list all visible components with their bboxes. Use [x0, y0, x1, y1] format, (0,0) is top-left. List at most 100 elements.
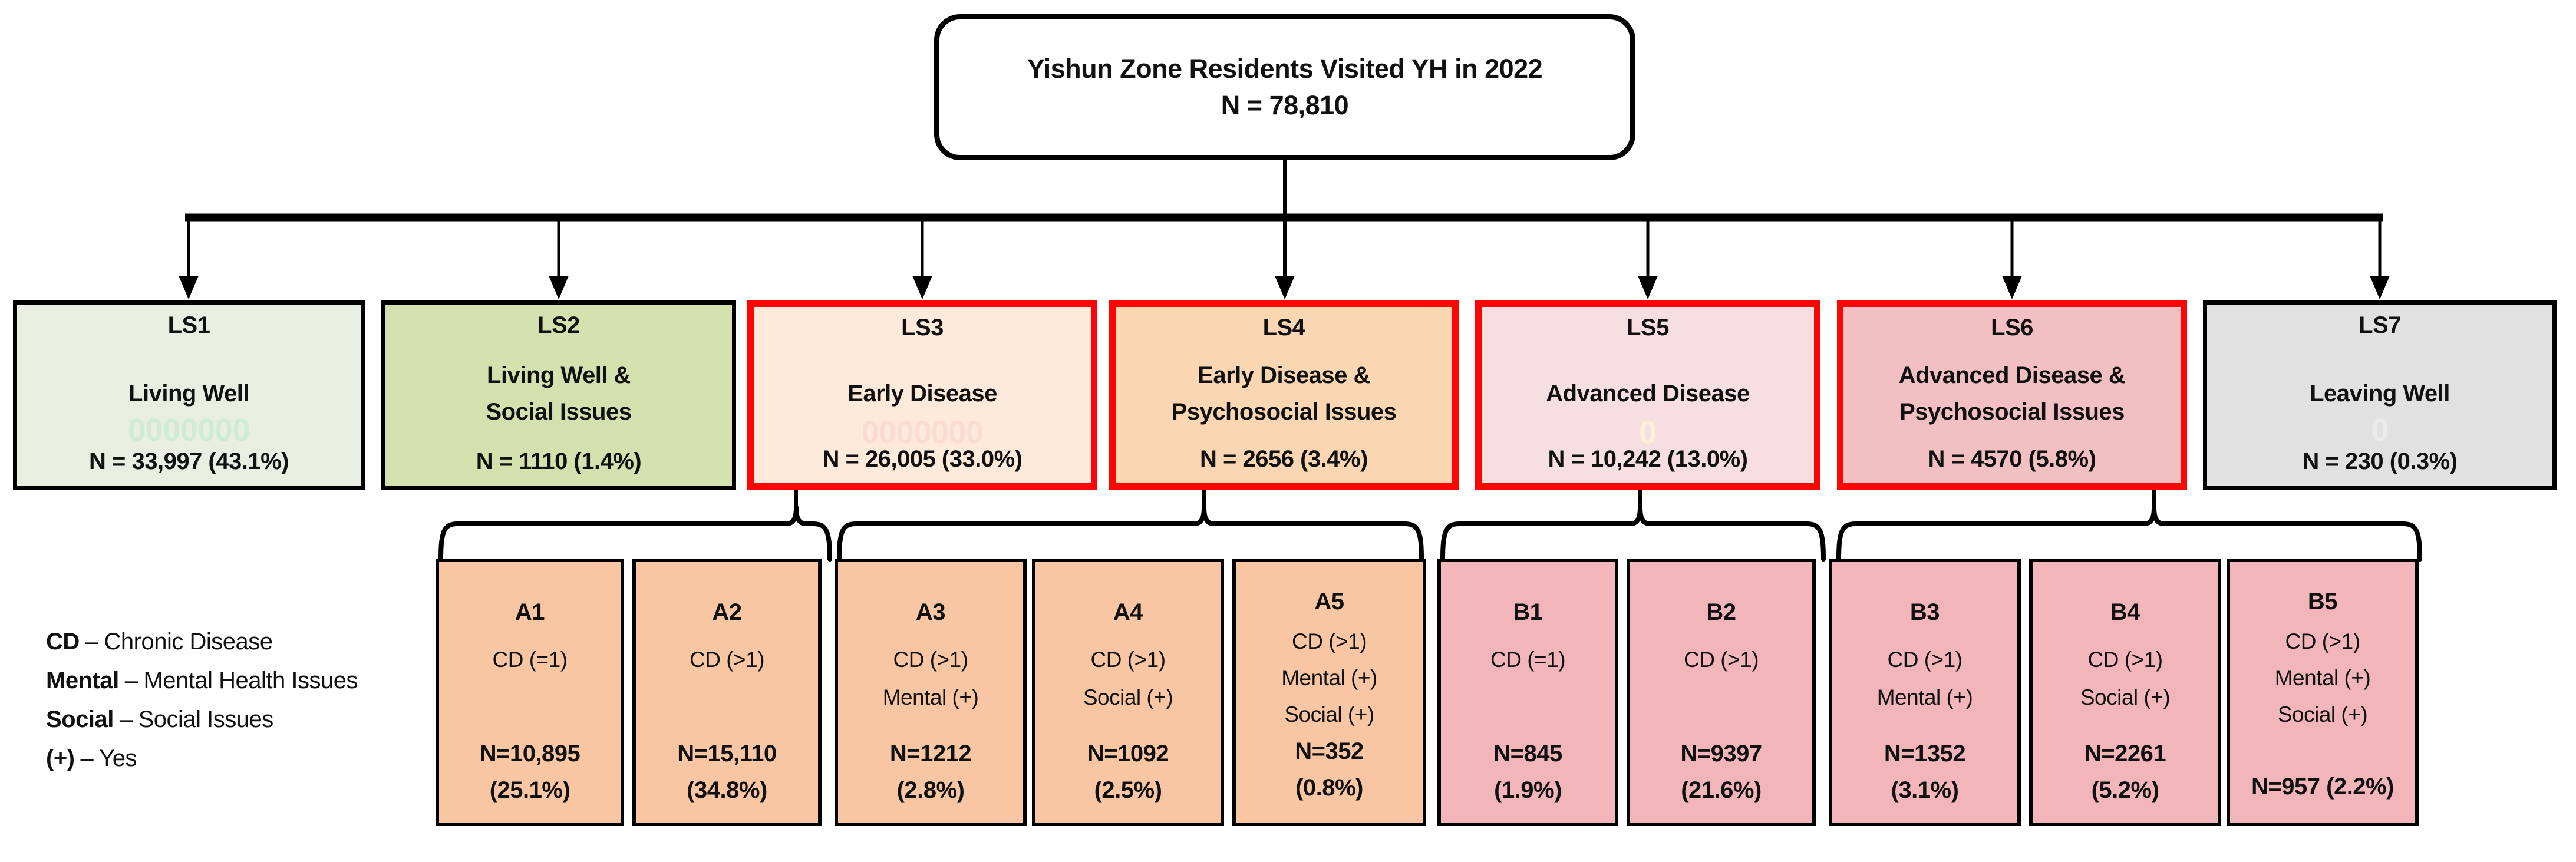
ls-node-ls7: LS7 Leaving Well 0 N = 230 (0.3%)	[2203, 300, 2557, 490]
legend-dash: –	[80, 745, 94, 771]
node-title-line1: Living Well &	[487, 362, 631, 388]
node-code: LS5	[1627, 315, 1669, 341]
legend-line-plus: (+) – Yes	[46, 739, 358, 778]
brace-a3-a5	[837, 505, 1424, 562]
arrowhead-ls5	[1638, 276, 1658, 299]
stat-pct: (34.8%)	[687, 777, 767, 803]
stat-n: N=9397	[1680, 741, 1762, 767]
criteria-line: CD (>1)	[1090, 648, 1166, 672]
stat-n: N=1352	[1884, 741, 1966, 767]
node-code: LS7	[2359, 312, 2401, 338]
criteria-line: CD (>1)	[2285, 629, 2360, 653]
stat-n: N=15,110	[677, 741, 777, 767]
legend-line-mental: Mental – Mental Health Issues	[46, 661, 358, 700]
sub-node-b3: B3 CD (>1) Mental (+) N=1352 (3.1%)	[1829, 559, 2021, 826]
legend-dash: –	[119, 706, 133, 732]
legend-dash: –	[124, 668, 138, 693]
node-code: A2	[712, 599, 742, 625]
legend-term: Social	[46, 706, 114, 732]
node-n: N = 10,242 (13.0%)	[1548, 446, 1749, 472]
brace-a1-a2	[438, 505, 832, 562]
stat-pct: (21.6%)	[1681, 777, 1762, 803]
criteria-line: CD (>1)	[1291, 629, 1367, 653]
arrowhead-ls6	[2002, 276, 2022, 299]
stat-n: N=845	[1493, 741, 1562, 767]
criteria-line: CD (>1)	[2087, 648, 2163, 672]
ls-node-ls3: LS3 Early Disease 0000000 N = 26,005 (33…	[747, 300, 1097, 490]
ls-node-ls1: LS1 Living Well 0000000 N = 33,997 (43.1…	[13, 300, 365, 490]
node-code: A1	[514, 599, 545, 625]
criteria-line: CD (>1)	[1683, 648, 1759, 672]
legend-desc: Yes	[99, 745, 137, 771]
criteria-line: Mental (+)	[1876, 685, 1973, 709]
stat-n: N=10,895	[479, 741, 580, 767]
node-n: N = 26,005 (33.0%)	[822, 446, 1023, 472]
node-title-line1: Early Disease	[847, 380, 997, 407]
stat-pct: (2.5%)	[1094, 777, 1162, 803]
criteria-line: Mental (+)	[2274, 666, 2371, 690]
root-n: N = 78,810	[1221, 90, 1349, 120]
node-code: LS3	[901, 315, 944, 341]
node-title-line1: Advanced Disease &	[1898, 362, 2126, 388]
legend-term: (+)	[46, 745, 75, 771]
node-code: B3	[1909, 599, 1940, 625]
root-node: Yishun Zone Residents Visited YH in 2022…	[934, 14, 1635, 160]
stat-n: N=957 (2.2%)	[2251, 774, 2394, 800]
legend-line-cd: CD – Chronic Disease	[46, 622, 358, 661]
sub-node-b5: B5 CD (>1) Mental (+) Social (+) N=957 (2.…	[2227, 559, 2419, 826]
node-title-line2: Psychosocial Issues	[1171, 398, 1397, 425]
node-title-line2: Social Issues	[486, 398, 632, 425]
legend-line-social: Social – Social Issues	[46, 700, 358, 739]
stat-n: N=1092	[1087, 741, 1169, 767]
sub-node-a5: A5 CD (>1) Mental (+) Social (+) N=352 (0.8…	[1232, 559, 1426, 826]
stat-pct: (2.8%)	[896, 777, 965, 803]
node-n: N = 33,997 (43.1%)	[89, 448, 289, 474]
stat-pct: (5.2%)	[2091, 777, 2159, 803]
node-n: N = 4570 (5.8%)	[1928, 446, 2096, 472]
ls-node-ls2: LS2 Living Well & Social Issues N = 1110 …	[381, 300, 736, 490]
node-title-line2: Psychosocial Issues	[1899, 398, 2125, 425]
stat-n: N=2261	[2084, 741, 2166, 767]
legend-desc: Mental Health Issues	[143, 668, 358, 693]
sub-node-a2: A2 CD (>1) N=15,110 (34.8%)	[632, 559, 822, 826]
node-code: LS2	[537, 312, 580, 338]
sub-node-b1: B1 CD (=1) N=845 (1.9%)	[1437, 559, 1618, 826]
brace-b3-b5	[1836, 505, 2422, 562]
sub-node-b2: B2 CD (>1) N=9397 (21.6%)	[1627, 559, 1816, 826]
criteria-line: Social (+)	[2080, 685, 2171, 709]
stat-pct: (1.9%)	[1494, 777, 1562, 803]
ls-node-ls4: LS4 Early Disease & Psychosocial Issues N…	[1109, 300, 1459, 490]
stat-pct: (0.8%)	[1295, 775, 1363, 801]
arrowhead-ls7	[2370, 276, 2390, 299]
legend-dash: –	[85, 629, 98, 655]
node-title-line1: Advanced Disease	[1546, 380, 1750, 407]
legend-desc: Chronic Disease	[104, 629, 273, 655]
sub-node-a3: A3 CD (>1) Mental (+) N=1212 (2.8%)	[835, 559, 1027, 826]
node-code: LS1	[167, 312, 210, 338]
criteria-line: CD (>1)	[1887, 648, 1962, 672]
criteria-line: CD (=1)	[492, 648, 568, 672]
ls-node-ls6: LS6 Advanced Disease & Psychosocial Issue…	[1837, 300, 2187, 490]
legend-term: CD	[46, 629, 80, 655]
criteria-line: CD (>1)	[893, 648, 968, 672]
node-n: N = 2656 (3.4%)	[1200, 446, 1368, 472]
arrowhead-ls2	[549, 276, 569, 299]
stat-n: N=352	[1295, 738, 1364, 764]
stat-n: N=1212	[889, 741, 972, 767]
node-code: B5	[2307, 589, 2338, 615]
node-code: A3	[915, 599, 946, 625]
criteria-line: Social (+)	[2277, 702, 2368, 726]
node-code: B1	[1513, 599, 1543, 625]
node-code: A4	[1113, 599, 1143, 625]
arrowhead-ls4	[1275, 276, 1295, 299]
ls-node-ls5: LS5 Advanced Disease 0 N = 10,242 (13.0%…	[1475, 300, 1820, 490]
node-code: LS4	[1262, 315, 1305, 341]
legend: CD – Chronic Disease Mental – Mental Hea…	[46, 622, 358, 778]
sub-node-a1: A1 CD (=1) N=10,895 (25.1%)	[436, 559, 624, 826]
node-title-line1: Early Disease &	[1198, 362, 1370, 388]
node-n: N = 1110 (1.4%)	[476, 448, 642, 474]
node-code: A5	[1314, 589, 1344, 615]
criteria-line: CD (>1)	[689, 648, 765, 672]
